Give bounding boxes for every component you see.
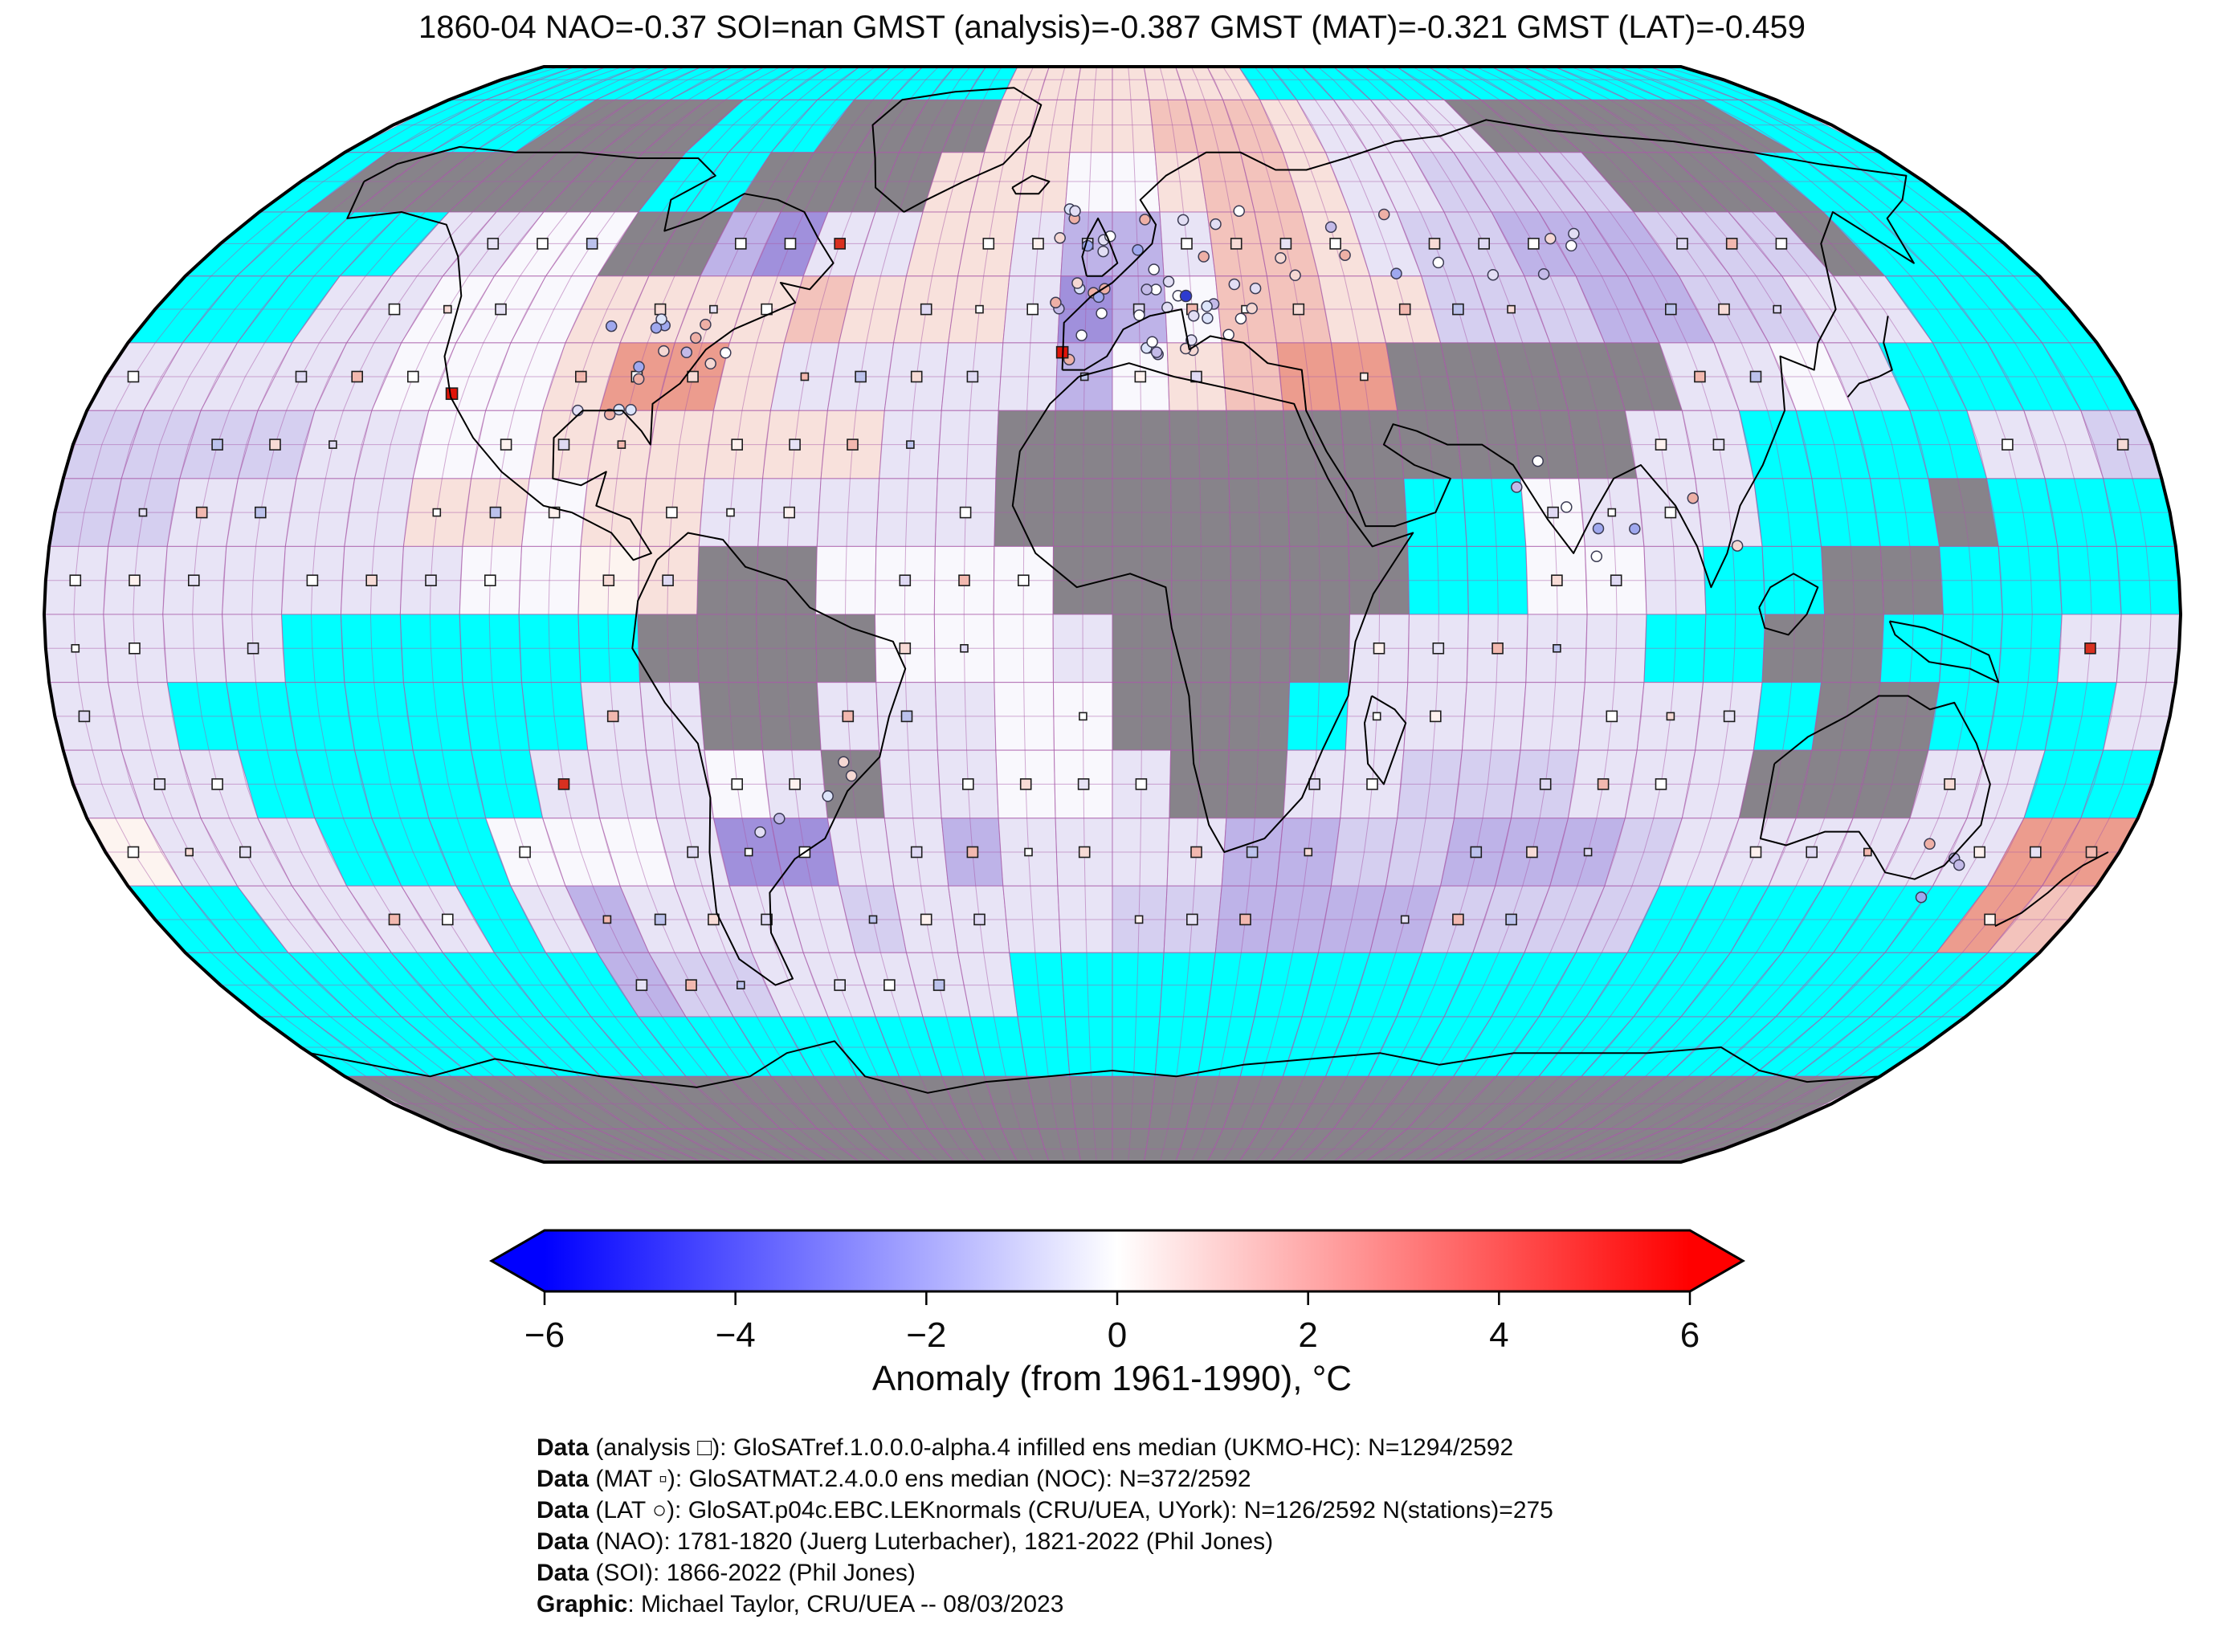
footer-line: Data (SOI): 1866-2022 (Phil Jones) [537,1557,1553,1589]
footer-line: Data (MAT ▫): GloSATMAT.2.4.0.0 ens medi… [537,1463,1553,1495]
colorbar-tick-label: −2 [906,1315,946,1355]
colorbar-tick-label: −4 [716,1315,756,1355]
footer-line-text: (NAO): 1781-1820 (Juerg Luterbacher), 18… [589,1528,1274,1555]
map-outline [42,65,2183,1164]
colorbar-tick-label: 4 [1489,1315,1508,1355]
footer-line-text: (analysis □): GloSATref.1.0.0.0-alpha.4 … [589,1434,1514,1461]
observation-markers [69,203,2129,991]
footer-line-text: : Michael Taylor, CRU/UEA -- 08/03/2023 [627,1591,1064,1617]
footer-line-text: (LAT ○): GloSAT.p04c.EBC.LEKnormals (CRU… [589,1497,1553,1524]
coastlines [309,87,2109,1094]
colorbar-tick-label: 6 [1680,1315,1700,1355]
world-map [42,65,2183,1164]
footer-line-text: (MAT ▫): GloSATMAT.2.4.0.0 ens median (N… [589,1466,1251,1492]
footer-line-prefix: Data [537,1434,590,1461]
footer-line-prefix: Graphic [537,1591,628,1617]
footer-line-text: (SOI): 1866-2022 (Phil Jones) [589,1560,916,1586]
figure-title: 1860-04 NAO=-0.37 SOI=nan GMST (analysis… [418,10,1806,45]
footer-line-prefix: Data [537,1528,590,1555]
footer-line-prefix: Data [537,1497,590,1524]
footer-line-prefix: Data [537,1560,590,1586]
graticule [43,66,2181,1163]
footer-line: Data (LAT ○): GloSAT.p04c.EBC.LEKnormals… [537,1495,1553,1526]
footer-line: Graphic: Michael Taylor, CRU/UEA -- 08/0… [537,1589,1553,1620]
colorbar: −6 −4 −2 0 2 4 6 [488,1229,1746,1355]
colorbar-tick-label: 0 [1108,1315,1127,1355]
colorbar-tick-label: −6 [524,1315,565,1355]
colorbar-bar [488,1229,1746,1293]
colorbar-tick-label: 2 [1298,1315,1317,1355]
footer-line-prefix: Data [537,1466,590,1492]
footer-line: Data (analysis □): GloSATref.1.0.0.0-alp… [537,1432,1553,1463]
footer-line: Data (NAO): 1781-1820 (Juerg Luterbacher… [537,1526,1553,1557]
colorbar-axis-label: Anomaly (from 1961-1990), °C [871,1359,1353,1398]
attribution-block: Data (analysis □): GloSATref.1.0.0.0-alp… [537,1432,1553,1620]
